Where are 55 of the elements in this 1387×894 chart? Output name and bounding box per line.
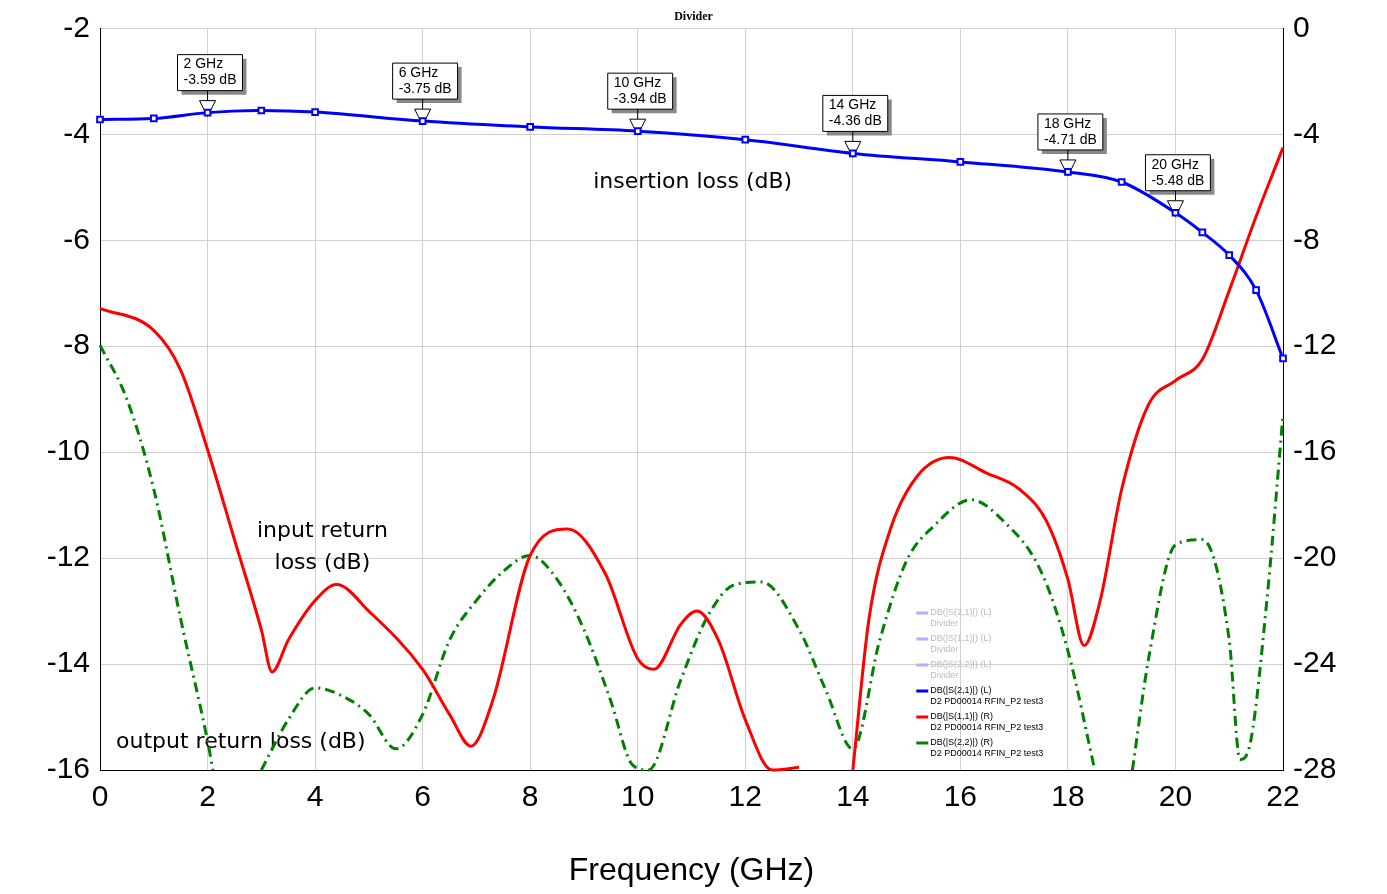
point (1225, 251, 1234, 259)
x-tick-label: 0 (91, 779, 109, 813)
x-tick-label: 4 (306, 779, 324, 813)
x-tick-label: 10 (621, 779, 655, 813)
point (149, 114, 158, 123)
y-tick-label: -16 (46, 751, 90, 785)
x-tick-label: 2 (199, 779, 216, 813)
y2-tick-label: -20 (1293, 539, 1337, 573)
annotation: 2 GHz -3.59 dB (183, 55, 237, 88)
y-tick-label: -2 (63, 9, 90, 43)
x-tick-label: 18 (1051, 779, 1085, 813)
y2-tick-label: -16 (1293, 433, 1337, 467)
annotation: insertion loss (dB) (593, 168, 793, 194)
y2-tick-label: -24 (1293, 645, 1337, 679)
annotation: 6 GHz -3.75 dB (398, 63, 452, 96)
annotation: 18 GHz -4.71 dB (1043, 114, 1097, 147)
legend-label: DB(|S(1,1)|) (R) D2 PD00014 RFIN_P2 test3 (930, 710, 1044, 732)
point (96, 115, 104, 124)
point (1064, 168, 1072, 176)
x-tick-label: 16 (943, 779, 978, 813)
annotation: output return loss (dB) (116, 727, 366, 753)
y2-tick-label: -12 (1293, 327, 1337, 361)
point (1252, 286, 1260, 294)
point (257, 106, 266, 115)
legend-label: DB(|S(2,1)|) (L) D2 PD00014 RFIN_P2 test3 (930, 684, 1044, 706)
point (526, 123, 535, 131)
annotation: DB(|S(2,2)|) (L) Divider (930, 658, 992, 680)
y2-tick-label: -8 (1293, 221, 1320, 255)
x-axis-title: Frequency (GHz) (568, 850, 815, 887)
y-tick-label: -4 (63, 115, 90, 149)
annotation: 20 GHz -5.48 dB (1151, 155, 1205, 188)
y2-tick-label: 0 (1293, 9, 1310, 43)
point (1117, 178, 1126, 186)
point (956, 158, 965, 166)
point (311, 108, 319, 116)
x-tick-label: 6 (414, 779, 431, 813)
annotation: 10 GHz -3.94 dB (613, 74, 667, 107)
annotation: DB(|S(2,1)|) (L) Divider (930, 606, 992, 628)
annotation: input return loss (dB) (256, 517, 388, 575)
legend-label: DB(|S(2,2)|) (R) D2 PD00014 RFIN_P2 test3 (930, 736, 1044, 758)
annotation: DB(|S(1,1)|) (L) Divider (930, 632, 992, 654)
y-tick-label: -10 (46, 433, 90, 467)
y2-tick-label: -4 (1293, 115, 1320, 149)
y-tick-label: -14 (46, 645, 90, 679)
y-tick-label: -6 (63, 221, 90, 255)
chart-title: Divider (674, 9, 714, 24)
point (741, 135, 750, 144)
y-tick-label: -12 (46, 539, 90, 573)
x-tick-label: 14 (836, 779, 870, 813)
point (1279, 354, 1287, 363)
x-tick-label: 8 (521, 779, 539, 813)
annotation: 14 GHz -4.36 dB (828, 96, 882, 129)
x-tick-label: 20 (1158, 779, 1193, 813)
x-tick-label: 12 (728, 779, 762, 813)
y-tick-label: -8 (63, 327, 90, 361)
